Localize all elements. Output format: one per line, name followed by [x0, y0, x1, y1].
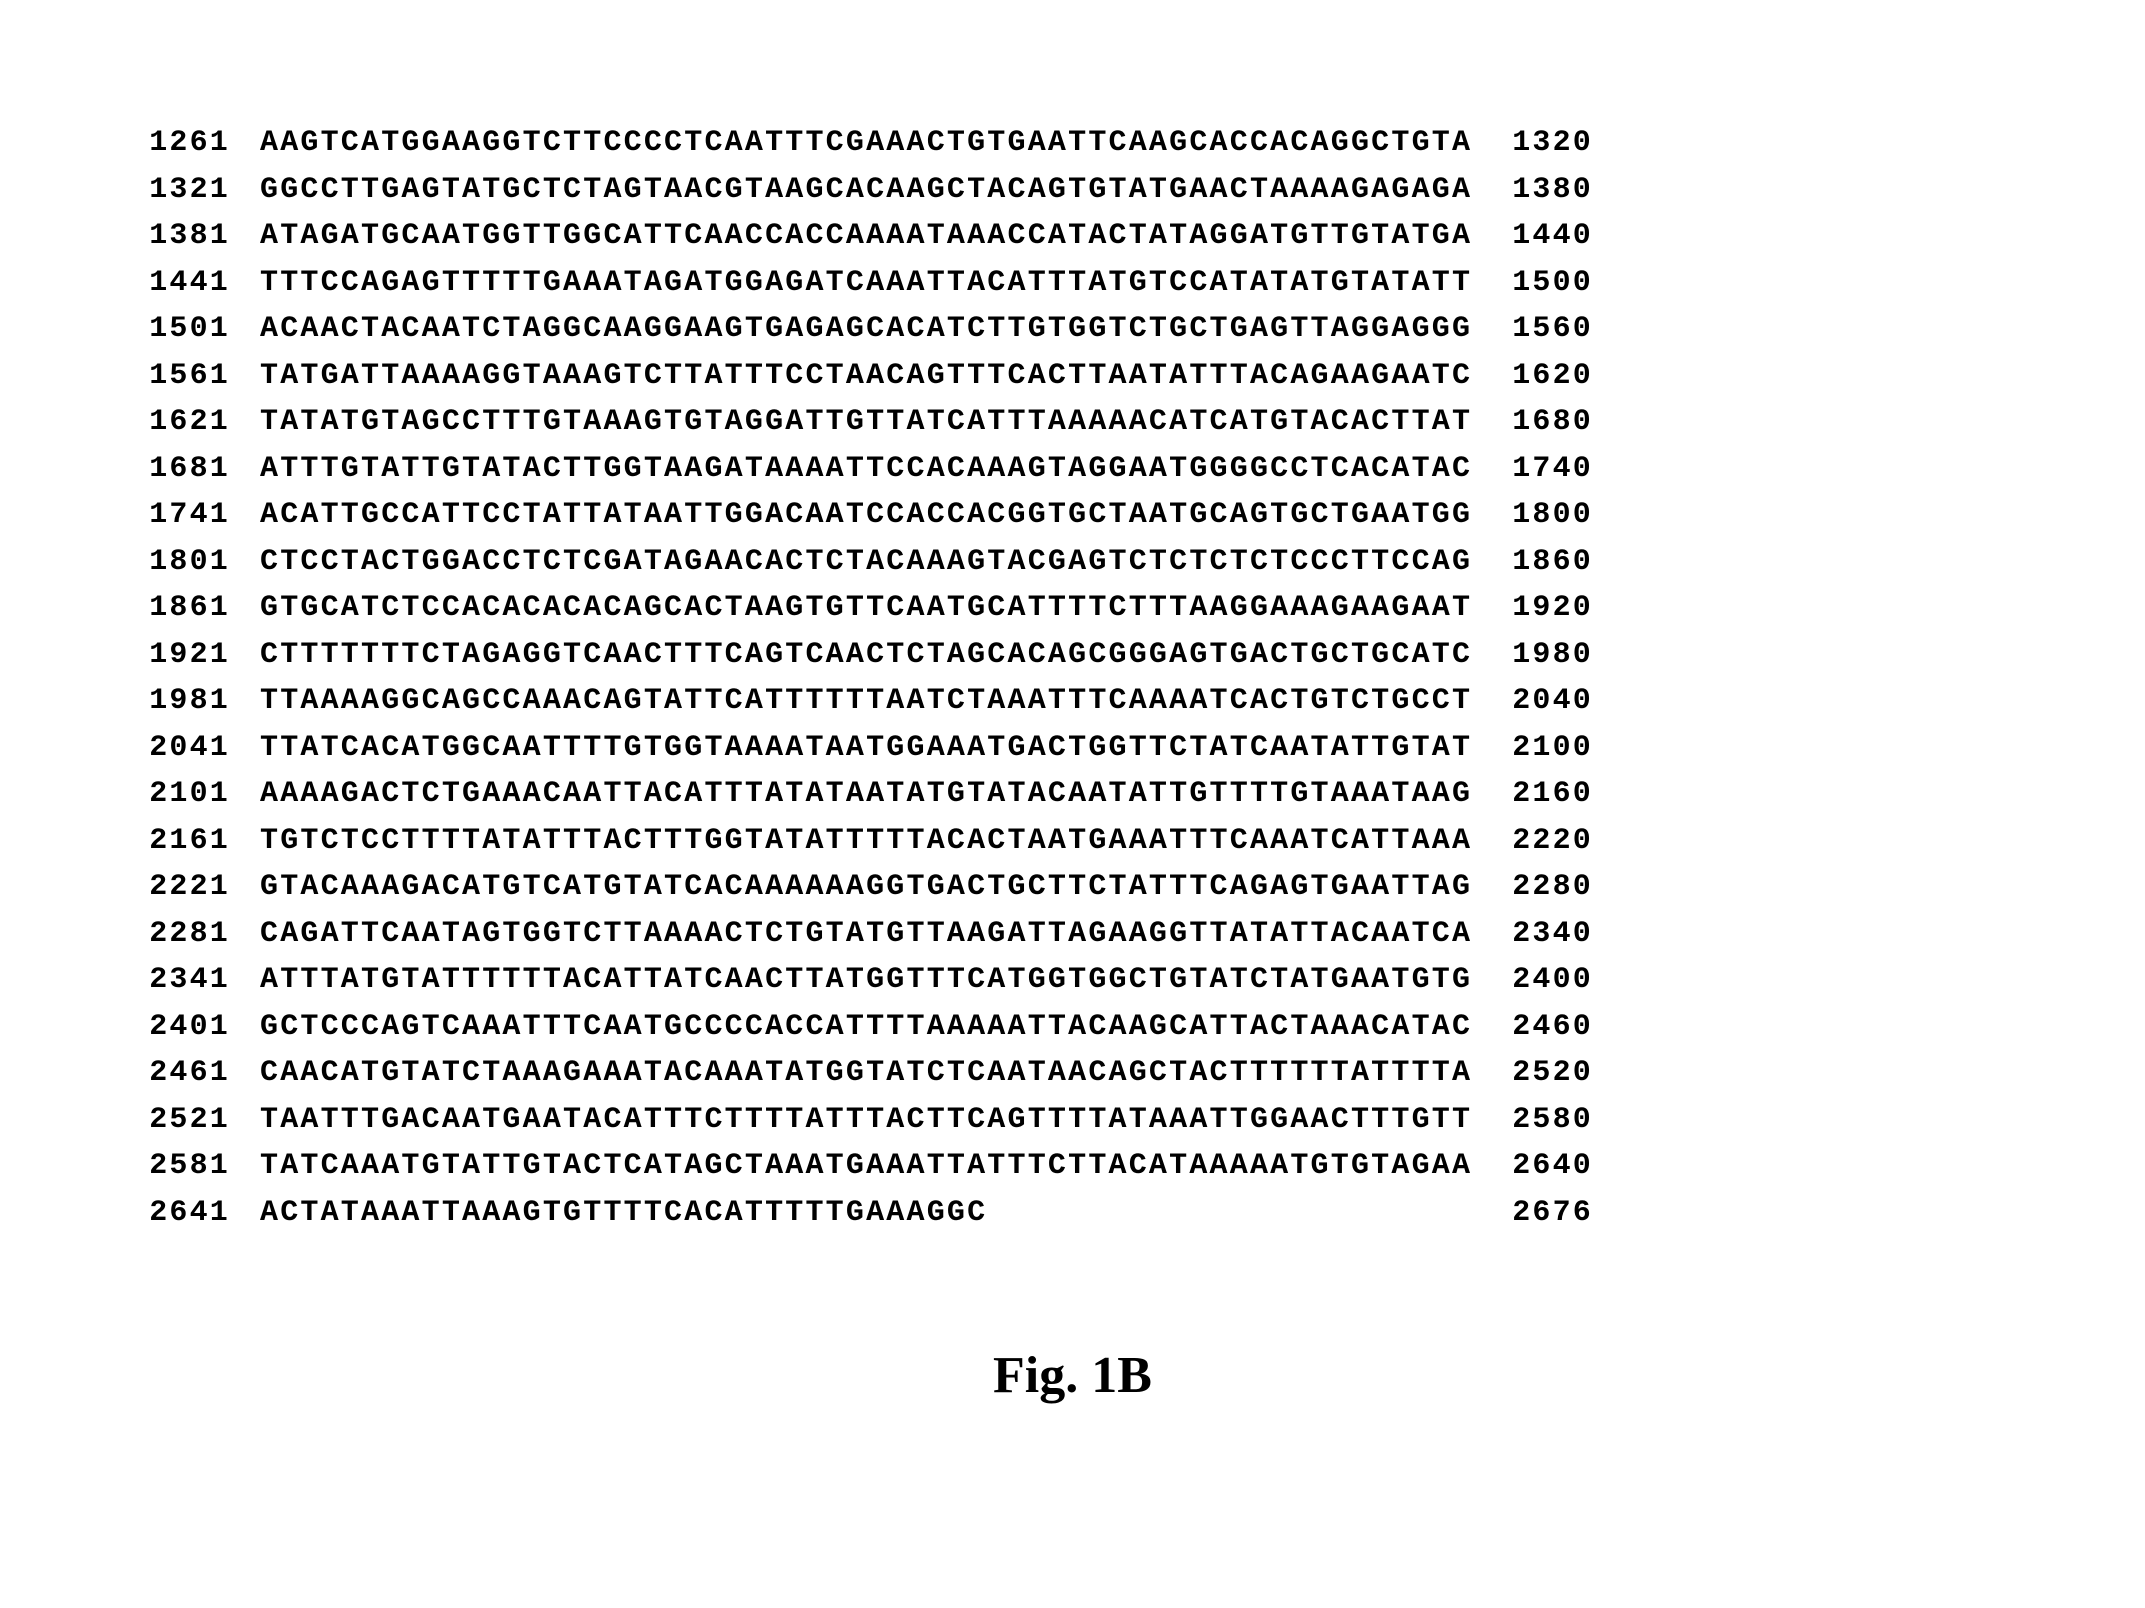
row-sequence: TGTCTCCTTTTATATTTACTTTGGTATATTTTTACACTAA…	[260, 818, 1472, 865]
row-end-position: 2580	[1472, 1097, 1642, 1144]
page-container: 1261AAGTCATGGAAGGTCTTCCCCTCAATTTCGAAACTG…	[0, 0, 2145, 1405]
row-start-position: 1321	[90, 167, 260, 214]
row-end-position: 1500	[1472, 260, 1642, 307]
sequence-row: 1321GGCCTTGAGTATGCTCTAGTAACGTAAGCACAAGCT…	[90, 167, 2055, 214]
row-sequence: CTTTTTTTCTAGAGGTCAACTTTCAGTCAACTCTAGCACA…	[260, 632, 1472, 679]
row-end-position: 2220	[1472, 818, 1642, 865]
sequence-row: 2221GTACAAAGACATGTCATGTATCACAAAAAAGGTGAC…	[90, 864, 2055, 911]
row-end-position: 1800	[1472, 492, 1642, 539]
sequence-listing: 1261AAGTCATGGAAGGTCTTCCCCTCAATTTCGAAACTG…	[90, 120, 2055, 1236]
row-sequence: AAGTCATGGAAGGTCTTCCCCTCAATTTCGAAACTGTGAA…	[260, 120, 1472, 167]
sequence-row: 1441TTTCCAGAGTTTTTGAAATAGATGGAGATCAAATTA…	[90, 260, 2055, 307]
row-sequence: GGCCTTGAGTATGCTCTAGTAACGTAAGCACAAGCTACAG…	[260, 167, 1472, 214]
sequence-row: 2641ACTATAAATTAAAGTGTTTTCACATTTTTGAAAGGC…	[90, 1190, 2055, 1237]
sequence-row: 1381ATAGATGCAATGGTTGGCATTCAACCACCAAAATAA…	[90, 213, 2055, 260]
row-start-position: 1681	[90, 446, 260, 493]
row-sequence: ACTATAAATTAAAGTGTTTTCACATTTTTGAAAGGC	[260, 1190, 1472, 1237]
row-start-position: 2461	[90, 1050, 260, 1097]
row-start-position: 2101	[90, 771, 260, 818]
row-sequence: GTGCATCTCCACACACACAGCACTAAGTGTTCAATGCATT…	[260, 585, 1472, 632]
sequence-row: 1981TTAAAAGGCAGCCAAACAGTATTCATTTTTTAATCT…	[90, 678, 2055, 725]
sequence-row: 1741ACATTGCCATTCCTATTATAATTGGACAATCCACCA…	[90, 492, 2055, 539]
row-sequence: ATTTATGTATTTTTTACATTATCAACTTATGGTTTCATGG…	[260, 957, 1472, 1004]
sequence-row: 2401GCTCCCAGTCAAATTTCAATGCCCCACCATTTTAAA…	[90, 1004, 2055, 1051]
row-end-position: 1380	[1472, 167, 1642, 214]
row-sequence: TTAAAAGGCAGCCAAACAGTATTCATTTTTTAATCTAAAT…	[260, 678, 1472, 725]
row-start-position: 1261	[90, 120, 260, 167]
row-start-position: 1741	[90, 492, 260, 539]
row-sequence: ATAGATGCAATGGTTGGCATTCAACCACCAAAATAAACCA…	[260, 213, 1472, 260]
row-sequence: TATATGTAGCCTTTGTAAAGTGTAGGATTGTTATCATTTA…	[260, 399, 1472, 446]
row-start-position: 1981	[90, 678, 260, 725]
sequence-row: 1861GTGCATCTCCACACACACAGCACTAAGTGTTCAATG…	[90, 585, 2055, 632]
figure-caption: Fig. 1B	[90, 1346, 2055, 1405]
sequence-row: 1561TATGATTAAAAGGTAAAGTCTTATTTCCTAACAGTT…	[90, 353, 2055, 400]
row-start-position: 1861	[90, 585, 260, 632]
sequence-row: 2521TAATTTGACAATGAATACATTTCTTTTATTTACTTC…	[90, 1097, 2055, 1144]
row-end-position: 2100	[1472, 725, 1642, 772]
sequence-row: 1681ATTTGTATTGTATACTTGGTAAGATAAAATTCCACA…	[90, 446, 2055, 493]
sequence-row: 2461CAACATGTATCTAAAGAAATACAAATATGGTATCTC…	[90, 1050, 2055, 1097]
sequence-row: 2341ATTTATGTATTTTTTACATTATCAACTTATGGTTTC…	[90, 957, 2055, 1004]
row-start-position: 2341	[90, 957, 260, 1004]
row-start-position: 1921	[90, 632, 260, 679]
row-end-position: 1440	[1472, 213, 1642, 260]
row-start-position: 2221	[90, 864, 260, 911]
row-end-position: 1620	[1472, 353, 1642, 400]
row-end-position: 2676	[1472, 1190, 1642, 1237]
row-start-position: 2281	[90, 911, 260, 958]
row-sequence: ACAACTACAATCTAGGCAAGGAAGTGAGAGCACATCTTGT…	[260, 306, 1472, 353]
row-start-position: 2521	[90, 1097, 260, 1144]
row-start-position: 2581	[90, 1143, 260, 1190]
row-end-position: 2460	[1472, 1004, 1642, 1051]
row-start-position: 2041	[90, 725, 260, 772]
row-end-position: 2280	[1472, 864, 1642, 911]
sequence-row: 1501ACAACTACAATCTAGGCAAGGAAGTGAGAGCACATC…	[90, 306, 2055, 353]
row-end-position: 1320	[1472, 120, 1642, 167]
row-start-position: 1441	[90, 260, 260, 307]
sequence-row: 1261AAGTCATGGAAGGTCTTCCCCTCAATTTCGAAACTG…	[90, 120, 2055, 167]
row-end-position: 2040	[1472, 678, 1642, 725]
row-sequence: CAACATGTATCTAAAGAAATACAAATATGGTATCTCAATA…	[260, 1050, 1472, 1097]
row-sequence: GCTCCCAGTCAAATTTCAATGCCCCACCATTTTAAAAATT…	[260, 1004, 1472, 1051]
row-end-position: 1980	[1472, 632, 1642, 679]
row-end-position: 1740	[1472, 446, 1642, 493]
row-start-position: 2401	[90, 1004, 260, 1051]
row-end-position: 1560	[1472, 306, 1642, 353]
row-end-position: 2520	[1472, 1050, 1642, 1097]
sequence-row: 1621TATATGTAGCCTTTGTAAAGTGTAGGATTGTTATCA…	[90, 399, 2055, 446]
sequence-row: 2041TTATCACATGGCAATTTTGTGGTAAAATAATGGAAA…	[90, 725, 2055, 772]
row-end-position: 1920	[1472, 585, 1642, 632]
row-start-position: 1381	[90, 213, 260, 260]
row-sequence: AAAAGACTCTGAAACAATTACATTTATATAATATGTATAC…	[260, 771, 1472, 818]
row-start-position: 1561	[90, 353, 260, 400]
row-sequence: TTTCCAGAGTTTTTGAAATAGATGGAGATCAAATTACATT…	[260, 260, 1472, 307]
sequence-row: 2161TGTCTCCTTTTATATTTACTTTGGTATATTTTTACA…	[90, 818, 2055, 865]
row-sequence: TAATTTGACAATGAATACATTTCTTTTATTTACTTCAGTT…	[260, 1097, 1472, 1144]
row-start-position: 1501	[90, 306, 260, 353]
sequence-row: 1921CTTTTTTTCTAGAGGTCAACTTTCAGTCAACTCTAG…	[90, 632, 2055, 679]
sequence-row: 2101AAAAGACTCTGAAACAATTACATTTATATAATATGT…	[90, 771, 2055, 818]
row-sequence: GTACAAAGACATGTCATGTATCACAAAAAAGGTGACTGCT…	[260, 864, 1472, 911]
sequence-row: 2281CAGATTCAATAGTGGTCTTAAAACTCTGTATGTTAA…	[90, 911, 2055, 958]
row-end-position: 1680	[1472, 399, 1642, 446]
row-sequence: TATCAAATGTATTGTACTCATAGCTAAATGAAATTATTTC…	[260, 1143, 1472, 1190]
row-start-position: 1621	[90, 399, 260, 446]
row-sequence: TATGATTAAAAGGTAAAGTCTTATTTCCTAACAGTTTCAC…	[260, 353, 1472, 400]
row-end-position: 2160	[1472, 771, 1642, 818]
row-start-position: 2161	[90, 818, 260, 865]
sequence-row: 2581TATCAAATGTATTGTACTCATAGCTAAATGAAATTA…	[90, 1143, 2055, 1190]
row-sequence: CAGATTCAATAGTGGTCTTAAAACTCTGTATGTTAAGATT…	[260, 911, 1472, 958]
row-start-position: 2641	[90, 1190, 260, 1237]
row-sequence: CTCCTACTGGACCTCTCGATAGAACACTCTACAAAGTACG…	[260, 539, 1472, 586]
row-end-position: 1860	[1472, 539, 1642, 586]
sequence-row: 1801CTCCTACTGGACCTCTCGATAGAACACTCTACAAAG…	[90, 539, 2055, 586]
row-sequence: ATTTGTATTGTATACTTGGTAAGATAAAATTCCACAAAGT…	[260, 446, 1472, 493]
row-start-position: 1801	[90, 539, 260, 586]
row-sequence: ACATTGCCATTCCTATTATAATTGGACAATCCACCACGGT…	[260, 492, 1472, 539]
row-sequence: TTATCACATGGCAATTTTGTGGTAAAATAATGGAAATGAC…	[260, 725, 1472, 772]
row-end-position: 2340	[1472, 911, 1642, 958]
row-end-position: 2640	[1472, 1143, 1642, 1190]
row-end-position: 2400	[1472, 957, 1642, 1004]
